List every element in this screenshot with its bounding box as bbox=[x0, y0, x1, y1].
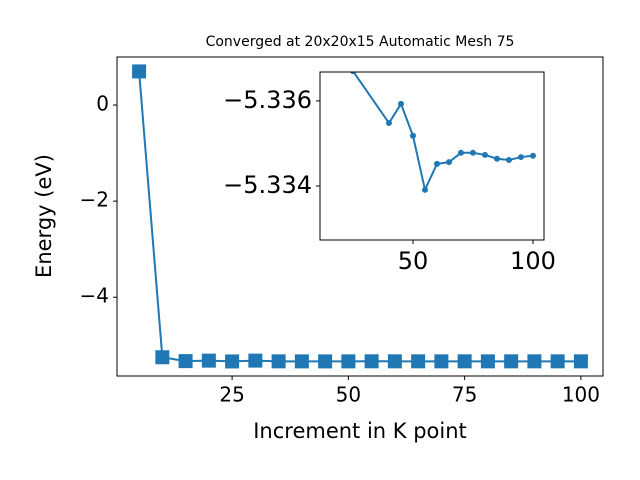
marker bbox=[457, 149, 464, 156]
x-tick-label: 100 bbox=[562, 383, 600, 407]
marker bbox=[294, 354, 309, 369]
marker bbox=[421, 186, 428, 193]
marker bbox=[504, 354, 519, 369]
series bbox=[350, 72, 536, 193]
x-tick-label: 25 bbox=[219, 383, 244, 407]
marker bbox=[434, 354, 449, 369]
marker bbox=[527, 354, 542, 369]
marker bbox=[445, 159, 452, 166]
marker bbox=[364, 354, 379, 369]
chart-title: Converged at 20x20x15 Automatic Mesh 75 bbox=[206, 34, 515, 50]
y-tick-label: −5.336 bbox=[223, 86, 312, 114]
marker bbox=[529, 152, 536, 159]
marker bbox=[271, 354, 286, 369]
x-axis-label: Increment in K point bbox=[253, 419, 467, 443]
marker bbox=[480, 354, 495, 369]
marker bbox=[397, 100, 404, 107]
marker bbox=[505, 157, 512, 164]
y-tick-label: 0 bbox=[96, 92, 109, 116]
marker bbox=[481, 151, 488, 158]
marker bbox=[550, 354, 565, 369]
marker bbox=[409, 132, 416, 139]
marker bbox=[493, 155, 500, 162]
marker bbox=[411, 354, 426, 369]
marker bbox=[318, 354, 333, 369]
marker bbox=[433, 160, 440, 167]
marker bbox=[387, 354, 402, 369]
axes-frame bbox=[319, 71, 545, 241]
y-axis-label: Energy (eV) bbox=[32, 154, 56, 278]
x-tick-label: 75 bbox=[452, 383, 477, 407]
series bbox=[132, 64, 588, 369]
x-tick-label: 100 bbox=[510, 247, 556, 275]
y-tick-label: −5.334 bbox=[223, 171, 312, 199]
marker bbox=[341, 354, 356, 369]
y-tick-label: −4 bbox=[80, 284, 109, 308]
y-tick-label: −2 bbox=[80, 188, 109, 212]
x-tick-label: 50 bbox=[398, 247, 429, 275]
marker bbox=[385, 120, 392, 127]
marker bbox=[469, 149, 476, 156]
marker bbox=[132, 64, 147, 79]
marker bbox=[350, 72, 356, 75]
axes-frame bbox=[116, 56, 604, 377]
plot-background bbox=[320, 72, 544, 240]
marker bbox=[517, 154, 524, 161]
marker bbox=[248, 353, 263, 368]
marker bbox=[201, 353, 216, 368]
marker bbox=[178, 354, 193, 369]
marker bbox=[155, 350, 170, 365]
x-tick-label: 50 bbox=[336, 383, 361, 407]
marker bbox=[457, 354, 472, 369]
marker bbox=[573, 354, 588, 369]
marker bbox=[225, 354, 240, 369]
